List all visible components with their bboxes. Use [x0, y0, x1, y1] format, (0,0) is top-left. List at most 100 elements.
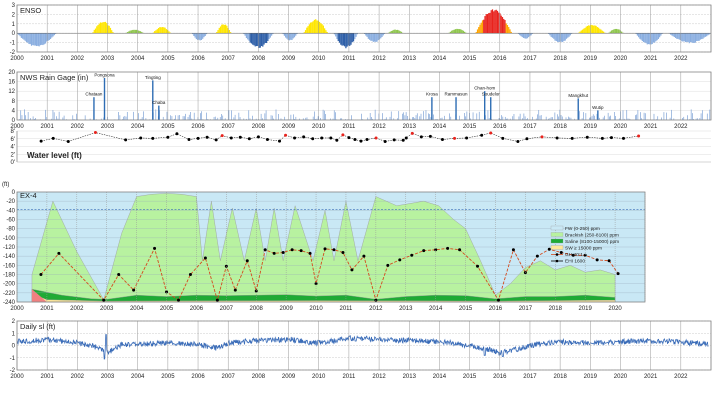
enso-bar	[618, 29, 620, 34]
enso-bar	[489, 12, 491, 34]
enso-bar	[496, 10, 499, 34]
ex4-frame	[16, 191, 646, 303]
enso-bar	[107, 25, 109, 34]
enso-bar	[622, 32, 624, 34]
enso-bar	[597, 27, 600, 34]
enso-xtick: 2019	[584, 56, 598, 62]
enso-bar	[456, 28, 458, 34]
enso-bar	[367, 33, 369, 39]
enso-bar	[101, 22, 103, 34]
enso-bar	[20, 33, 23, 38]
enso-bar	[687, 33, 689, 42]
water-level-point	[302, 135, 306, 139]
enso-bar	[453, 29, 455, 34]
ex4-gh-point	[290, 248, 294, 252]
enso-bar	[226, 25, 228, 34]
enso-bar	[381, 33, 383, 37]
enso-bar	[525, 33, 527, 39]
enso-bar	[159, 27, 161, 34]
ex4-xtick: 2010	[309, 306, 323, 312]
enso-bar	[108, 25, 110, 34]
enso-bar	[612, 29, 614, 34]
enso-xtick: 2003	[101, 56, 115, 62]
enso-bar	[678, 33, 680, 40]
enso-bar	[564, 33, 566, 41]
rain-xtick: 2009	[282, 124, 296, 130]
enso-bar	[135, 29, 138, 34]
enso-ytick: -1	[10, 41, 16, 47]
enso-bar	[98, 23, 100, 34]
ex4-gh-point	[272, 251, 276, 255]
water-level-point	[93, 131, 97, 135]
enso-xtick: 2005	[161, 56, 175, 62]
daily-sl-xtick: 2009	[282, 374, 296, 380]
enso-bar	[99, 22, 102, 34]
water-level-title: Water level (ft)	[27, 151, 82, 160]
water-level-point	[229, 136, 233, 140]
ex4-gh-point	[132, 288, 136, 292]
enso-bar	[17, 33, 19, 34]
ex4-ytick: -240	[3, 300, 16, 306]
water-level-panel	[16, 130, 711, 163]
enso-bar	[554, 33, 556, 41]
enso-bar	[48, 33, 50, 41]
enso-xtick: 2016	[493, 56, 507, 62]
rain-ytick: 16	[8, 80, 15, 86]
rain-xtick: 2000	[10, 124, 24, 130]
daily-sl-ytick: -1	[10, 356, 16, 362]
enso-bar	[43, 33, 45, 45]
enso-bar	[683, 33, 685, 42]
enso-bar	[157, 28, 160, 34]
daily-sl-xtick: 2017	[523, 374, 537, 380]
enso-bar	[192, 33, 194, 35]
water-level-point	[196, 136, 200, 140]
enso-bar	[285, 33, 287, 38]
enso-bar	[216, 32, 218, 34]
ex4-xtick: 2001	[40, 306, 54, 312]
enso-xtick: 2017	[523, 56, 537, 62]
enso-bar	[600, 29, 602, 34]
ex4-gh-point	[308, 251, 312, 255]
enso-bar	[681, 33, 683, 42]
enso-bar	[452, 30, 454, 34]
ex4-brackish-area	[31, 193, 616, 303]
enso-bar	[461, 30, 463, 34]
enso-bar	[341, 33, 343, 46]
enso-bar	[161, 27, 164, 34]
enso-bar	[34, 33, 36, 46]
ex4-ytick: -40	[6, 208, 15, 214]
ex4-gh-point	[299, 249, 303, 253]
enso-bar	[229, 32, 232, 34]
enso-bar	[205, 33, 208, 35]
enso-bar	[558, 33, 560, 43]
enso-bar	[488, 13, 490, 34]
enso-bar	[22, 33, 24, 39]
enso-bar	[647, 33, 650, 45]
enso-bar	[567, 33, 569, 38]
daily-sl-xtick: 2008	[252, 374, 266, 380]
enso-bar	[355, 33, 357, 37]
ex4-xtick: 2003	[100, 306, 114, 312]
enso-bar	[556, 33, 559, 42]
ex4-legend-swatch	[550, 225, 564, 231]
enso-bar	[565, 33, 568, 39]
rain-xtick: 2014	[433, 124, 447, 130]
enso-bar	[704, 33, 707, 37]
ex4-gh-point	[559, 251, 563, 254]
enso-bar	[221, 24, 223, 34]
rain-storm-label: Chan-hom	[474, 86, 495, 91]
water-level-point	[410, 131, 414, 135]
enso-bar	[676, 33, 678, 39]
enso-bar	[655, 33, 657, 42]
ex4-xtick: 2019	[579, 306, 593, 312]
rain-storm-label: Mangkhut	[568, 93, 589, 98]
enso-bar	[481, 20, 484, 34]
enso-bar	[449, 31, 452, 34]
enso-bar	[310, 22, 312, 34]
ex4-gh-point	[323, 247, 327, 251]
daily-sl-xtick: 2011	[342, 374, 356, 380]
enso-bar	[292, 33, 294, 39]
enso-bar	[25, 33, 28, 43]
water-level-point	[238, 135, 242, 139]
rain-storm-label: Pongsona	[94, 73, 115, 78]
